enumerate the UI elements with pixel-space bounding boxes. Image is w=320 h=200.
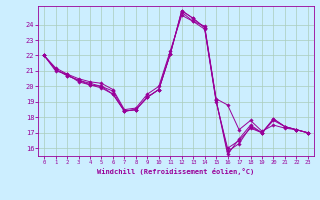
X-axis label: Windchill (Refroidissement éolien,°C): Windchill (Refroidissement éolien,°C) — [97, 168, 255, 175]
